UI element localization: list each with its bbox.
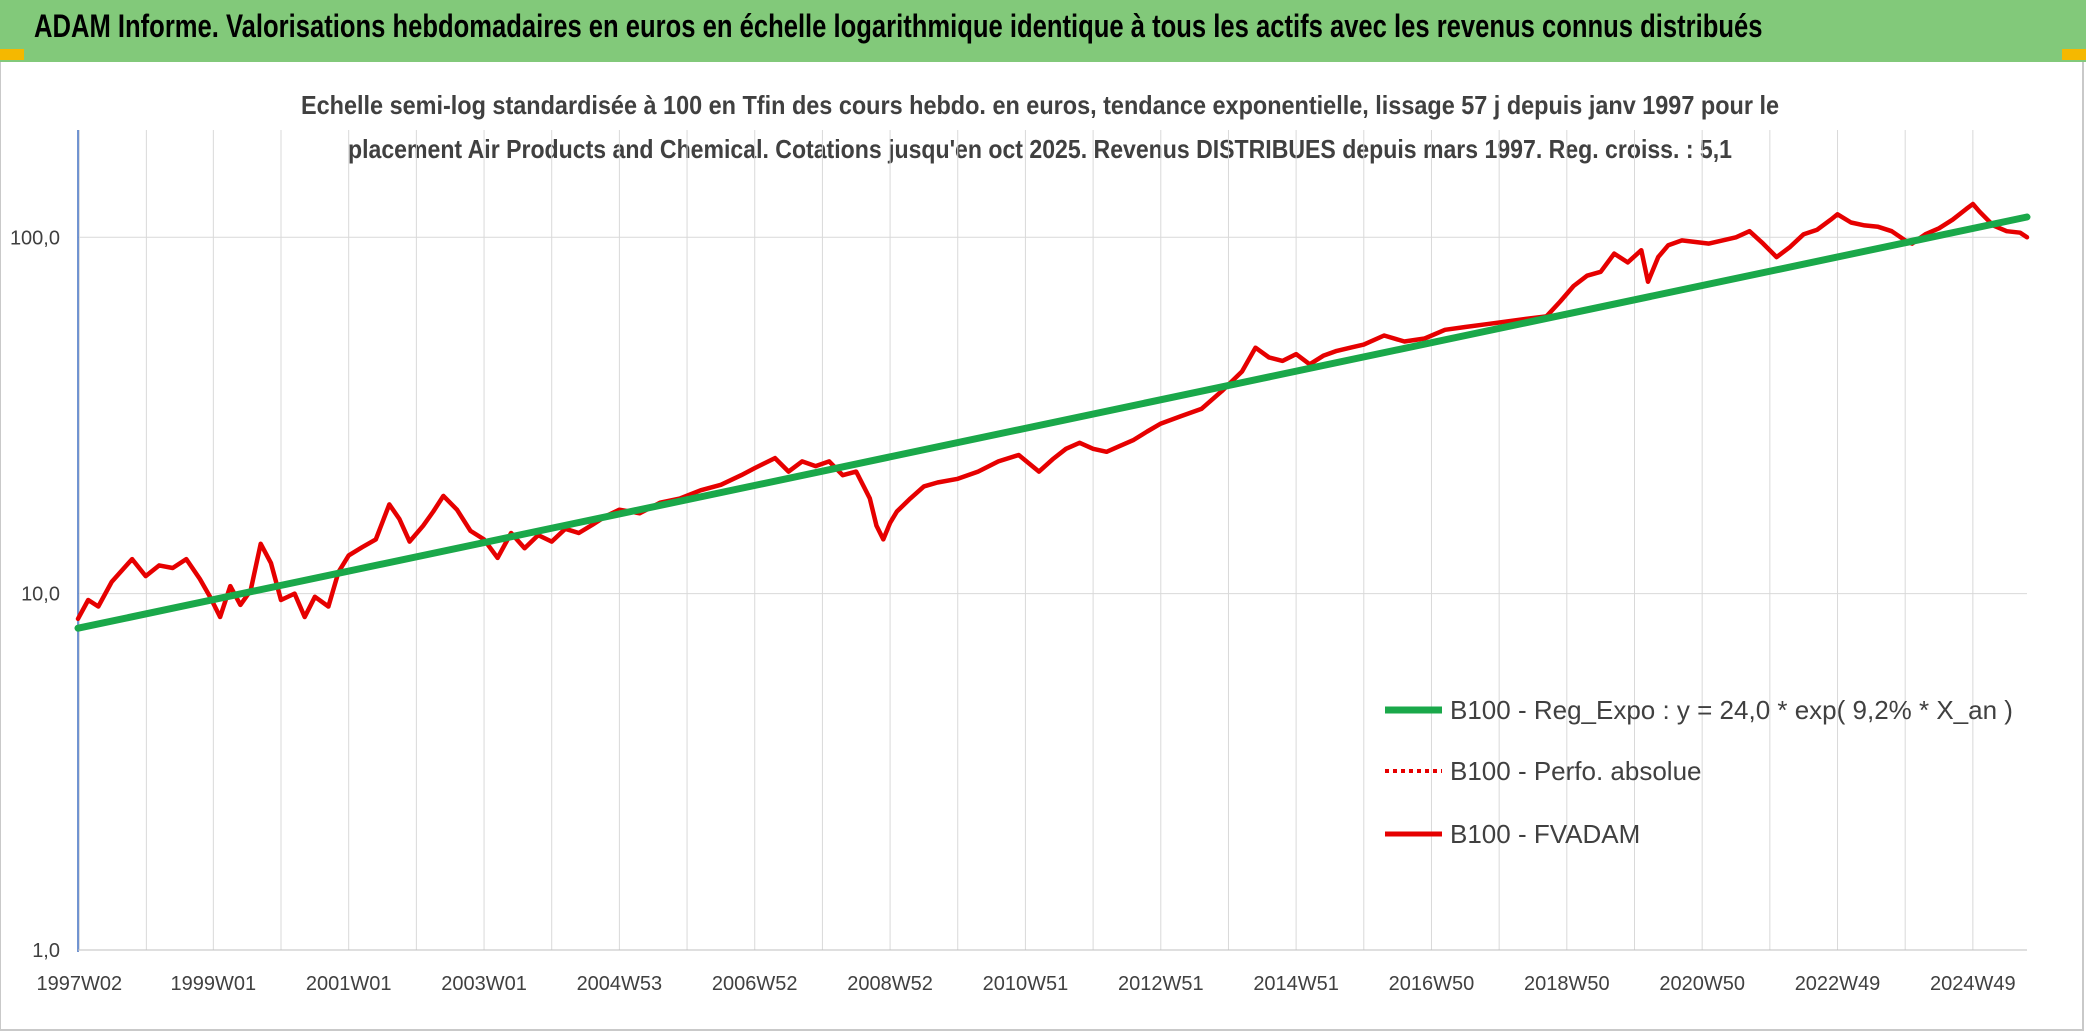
x-tick-label: 2020W50	[1659, 973, 1745, 995]
x-tick-label: 2022W49	[1795, 973, 1881, 995]
x-tick-label: 2008W52	[847, 973, 933, 995]
x-tick-label: 2004W53	[577, 973, 663, 995]
series-line-reg-expo	[74, 213, 2031, 632]
x-tick-label: 2001W01	[306, 973, 392, 995]
corner-accent-right	[2062, 49, 2086, 60]
x-tick-label: 1997W02	[37, 973, 123, 995]
chart-axes	[77, 130, 2027, 952]
x-tick-label: 1999W01	[171, 973, 257, 995]
chart-title-line: placement Air Products and Chemical. Cot…	[348, 134, 1732, 164]
corner-accent-left	[0, 49, 24, 60]
x-tick-label: 2006W52	[712, 973, 798, 995]
legend-item-perfo-absolue-label: B100 - Perfo. absolue	[1450, 756, 1702, 786]
x-tick-label: 2016W50	[1389, 973, 1475, 995]
x-tick-label: 2003W01	[441, 973, 527, 995]
x-tick-label: 2018W50	[1524, 973, 1610, 995]
header-bar: ADAM Informe. Valorisations hebdomadaire…	[0, 0, 2086, 62]
x-tick-label: 2012W51	[1118, 973, 1204, 995]
y-tick-label: 100,0	[10, 227, 60, 249]
series-line-fvadam	[75, 201, 2030, 622]
x-tick-labels: 1997W02 1999W01 2001W01 2003W01 2004W53 2006W…	[37, 973, 2016, 995]
x-tick-label: 2014W51	[1253, 973, 1339, 995]
page-title: ADAM Informe. Valorisations hebdomadaire…	[34, 8, 1763, 44]
legend: B100 - Reg_Expo : y = 24,0 * exp( 9,2% *…	[1385, 695, 2013, 849]
x-tick-label: 2024W49	[1930, 973, 2016, 995]
chart-frame	[0, 62, 2084, 1031]
series-lines	[74, 201, 2031, 632]
legend-item-reg-expo-label: B100 - Reg_Expo : y = 24,0 * exp( 9,2% *…	[1450, 695, 2013, 725]
y-tick-label: 10,0	[21, 584, 60, 606]
chart-title: Echelle semi-log standardisée à 100 en T…	[301, 90, 1779, 164]
y-tick-label: 1,0	[32, 940, 60, 962]
y-tick-labels: 1,0 10,0 100,0	[10, 227, 60, 962]
legend-item-fvadam-label: B100 - FVADAM	[1450, 819, 1640, 849]
chart-title-line: Echelle semi-log standardisée à 100 en T…	[301, 90, 1779, 120]
x-tick-label: 2010W51	[983, 973, 1069, 995]
